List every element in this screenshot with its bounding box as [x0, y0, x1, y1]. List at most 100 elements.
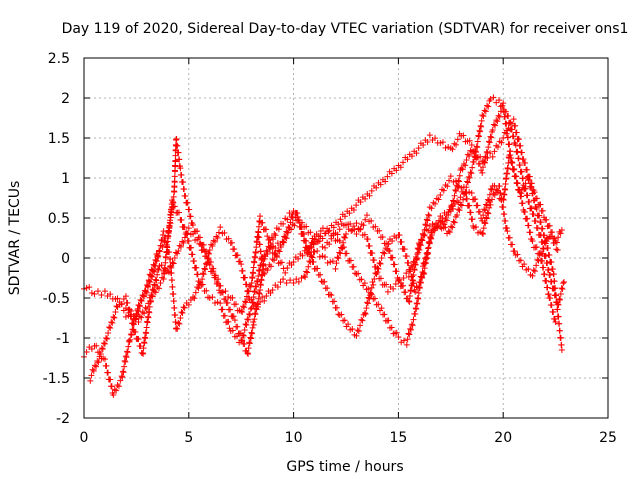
data-point [479, 230, 486, 237]
data-point [250, 321, 257, 328]
data-point [403, 341, 410, 348]
data-point [516, 189, 523, 196]
data-point [263, 226, 270, 233]
data-point [120, 369, 127, 376]
data-point [319, 253, 326, 259]
data-point [488, 134, 495, 141]
data-point [278, 243, 285, 250]
data-point [365, 294, 372, 301]
data-point [543, 216, 550, 223]
data-point [438, 218, 445, 225]
data-point [530, 211, 537, 218]
data-point [243, 293, 250, 300]
data-point [214, 280, 221, 287]
data-point [175, 149, 182, 156]
data-point [101, 340, 108, 347]
data-point [364, 299, 371, 306]
y-tick-label: 2.5 [48, 51, 70, 67]
data-point [547, 295, 554, 302]
data-point [525, 222, 532, 229]
data-point [162, 254, 169, 261]
data-point [91, 362, 98, 369]
data-point [530, 267, 537, 274]
data-point [459, 166, 466, 173]
data-point [224, 299, 231, 306]
data-point [485, 210, 492, 217]
data-point [137, 296, 144, 303]
data-point [437, 191, 444, 198]
data-point [497, 108, 504, 115]
data-point [225, 235, 232, 242]
data-point [474, 154, 481, 161]
data-point [164, 268, 171, 275]
data-point [539, 225, 546, 232]
data-point [412, 288, 419, 295]
data-point [103, 335, 110, 342]
data-point [108, 319, 115, 326]
data-point [535, 257, 542, 264]
data-point [381, 250, 388, 257]
data-point [426, 238, 433, 245]
data-point [251, 259, 258, 266]
data-point [524, 166, 531, 173]
data-point [400, 282, 407, 289]
data-point [241, 327, 248, 333]
data-point [298, 224, 305, 231]
data-point [101, 356, 108, 363]
data-point [158, 262, 165, 269]
data-point [251, 288, 258, 295]
data-point [238, 308, 245, 315]
data-point [200, 271, 207, 278]
data-point [252, 254, 259, 261]
data-point [176, 209, 183, 216]
data-point [252, 311, 259, 318]
data-point [174, 325, 181, 332]
data-point [480, 225, 487, 232]
data-point [115, 383, 122, 390]
data-point [400, 275, 407, 281]
data-point [136, 313, 143, 320]
data-point [377, 275, 384, 282]
data-point [468, 170, 475, 177]
data-point [239, 267, 246, 274]
data-point [188, 244, 195, 251]
data-point [318, 278, 325, 285]
data-point [167, 212, 174, 219]
data-point [257, 248, 264, 255]
data-point [243, 281, 250, 288]
data-point [544, 245, 551, 252]
data-point [415, 245, 422, 252]
data-point [306, 258, 313, 265]
data-point [357, 198, 364, 205]
data-point [445, 228, 452, 235]
data-point [250, 294, 257, 300]
data-point [280, 276, 287, 283]
data-point [93, 342, 100, 349]
data-point [358, 276, 365, 283]
data-point [405, 330, 412, 337]
data-point [189, 294, 196, 301]
data-point [172, 319, 179, 326]
data-point [333, 304, 340, 311]
data-point [353, 332, 360, 339]
data-point [261, 271, 268, 277]
data-point [294, 210, 301, 217]
data-point [237, 258, 244, 265]
data-point [189, 230, 196, 237]
data-point [317, 271, 324, 278]
data-point [144, 319, 151, 326]
data-point [392, 281, 399, 287]
data-point [122, 353, 129, 360]
data-point [202, 260, 209, 267]
data-point [326, 291, 333, 298]
data-point [493, 186, 500, 193]
data-point [468, 190, 475, 197]
data-point [246, 340, 253, 347]
data-point [335, 221, 342, 228]
data-point [439, 139, 446, 146]
data-point [558, 347, 565, 353]
data-point [228, 239, 235, 246]
data-point [172, 158, 179, 165]
data-point [484, 102, 491, 109]
data-point [514, 180, 521, 187]
